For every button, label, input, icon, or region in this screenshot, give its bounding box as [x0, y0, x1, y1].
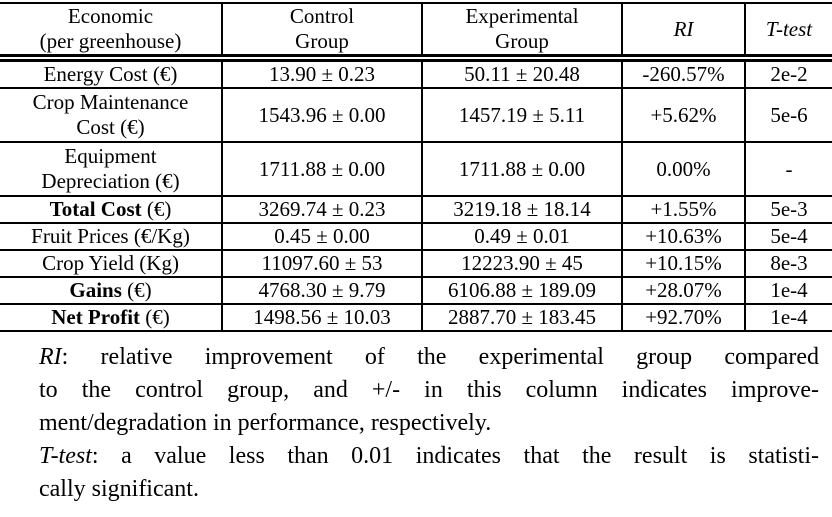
- experimental-value: 50.11 ± 20.48: [421, 57, 623, 89]
- table-footnotes: RI: relative improvement of the experime…: [39, 341, 819, 506]
- ri-label: RI: [673, 16, 694, 41]
- row-label: Crop Maintenance Cost (€): [0, 87, 223, 143]
- experimental-value: 1457.19 ± 5.11: [421, 87, 623, 143]
- col-header-economic: Economic (per greenhouse): [0, 2, 223, 62]
- ri-value: +10.15%: [621, 249, 746, 278]
- ttest-value: 8e-3: [744, 249, 832, 278]
- col-header-economic-line2: (per greenhouse): [39, 29, 182, 53]
- ri-value: +28.07%: [621, 276, 746, 305]
- row-label: Gains (€): [0, 276, 223, 305]
- experimental-value: 6106.88 ± 189.09: [421, 276, 623, 305]
- ttest-value: -: [744, 141, 832, 197]
- economics-table: Economic (per greenhouse) Control Group …: [0, 2, 832, 332]
- ttest-footnote-line2: cally significant.: [39, 476, 199, 502]
- row-label: Energy Cost (€): [0, 57, 223, 89]
- control-value: 11097.60 ± 53: [221, 249, 423, 278]
- ttest-term: T-test: [39, 443, 92, 469]
- control-value: 0.45 ± 0.00: [221, 222, 423, 251]
- control-value: 4768.30 ± 9.79: [221, 276, 423, 305]
- ttest-value: 5e-3: [744, 195, 832, 224]
- col-header-control-line1: Control: [289, 4, 355, 28]
- row-label: Fruit Prices (€/Kg): [0, 222, 223, 251]
- row-label: Crop Yield (Kg): [0, 249, 223, 278]
- ttest-value: 1e-4: [744, 303, 832, 332]
- control-value: 1543.96 ± 0.00: [221, 87, 423, 143]
- ttest-value: 5e-4: [744, 222, 832, 251]
- ttest-value: 2e-2: [744, 57, 832, 89]
- ttest-value: 1e-4: [744, 276, 832, 305]
- col-header-control-group: Control Group: [221, 2, 423, 62]
- table-row-net-profit: Net Profit (€) 1498.56 ± 10.03 2887.70 ±…: [0, 303, 832, 332]
- control-value: 13.90 ± 0.23: [221, 57, 423, 89]
- ri-value: +10.63%: [621, 222, 746, 251]
- ri-value: 0.00%: [621, 141, 746, 197]
- ttest-label: T-test: [765, 16, 813, 41]
- col-header-experimental-line2: Group: [495, 29, 549, 53]
- ttest-value: 5e-6: [744, 87, 832, 143]
- ri-value: +92.70%: [621, 303, 746, 332]
- ri-footnote-line3: ment/degradation in performance, respect…: [39, 410, 492, 436]
- table-row-energy-cost: Energy Cost (€) 13.90 ± 0.23 50.11 ± 20.…: [0, 57, 832, 89]
- control-value: 3269.74 ± 0.23: [221, 195, 423, 224]
- experimental-value: 3219.18 ± 18.14: [421, 195, 623, 224]
- col-header-economic-line1: Economic: [67, 4, 154, 28]
- row-label: Equipment Depreciation (€): [0, 141, 223, 197]
- experimental-value: 2887.70 ± 183.45: [421, 303, 623, 332]
- table-row-total-cost: Total Cost (€) 3269.74 ± 0.23 3219.18 ± …: [0, 195, 832, 224]
- ri-term: RI: [39, 344, 62, 370]
- experimental-value: 1711.88 ± 0.00: [421, 141, 623, 197]
- row-label: Total Cost (€): [0, 195, 223, 224]
- control-value: 1711.88 ± 0.00: [221, 141, 423, 197]
- ttest-footnote-line1: T-test: a value less than 0.01 indicates…: [39, 443, 819, 469]
- ri-value: -260.57%: [621, 57, 746, 89]
- experimental-value: 12223.90 ± 45: [421, 249, 623, 278]
- table-row-crop-maintenance-cost: Crop Maintenance Cost (€) 1543.96 ± 0.00 …: [0, 87, 832, 143]
- ri-footnote-line1: RI: relative improvement of the experime…: [39, 344, 819, 370]
- table-row-crop-yield: Crop Yield (Kg) 11097.60 ± 53 12223.90 ±…: [0, 249, 832, 278]
- control-value: 1498.56 ± 10.03: [221, 303, 423, 332]
- col-header-ttest: T-test: [744, 2, 832, 62]
- header-row: Economic (per greenhouse) Control Group …: [0, 2, 832, 62]
- col-header-ri: RI: [621, 2, 746, 62]
- table-row-equipment-depreciation: Equipment Depreciation (€) 1711.88 ± 0.00…: [0, 141, 832, 197]
- experimental-value: 0.49 ± 0.01: [421, 222, 623, 251]
- col-header-control-line2: Group: [295, 29, 349, 53]
- table-row-gains: Gains (€) 4768.30 ± 9.79 6106.88 ± 189.0…: [0, 276, 832, 305]
- col-header-experimental-group: Experimental Group: [421, 2, 623, 62]
- row-label: Net Profit (€): [0, 303, 223, 332]
- col-header-experimental-line1: Experimental: [465, 4, 579, 28]
- table-row-fruit-prices: Fruit Prices (€/Kg) 0.45 ± 0.00 0.49 ± 0…: [0, 222, 832, 251]
- ri-value: +1.55%: [621, 195, 746, 224]
- ri-footnote-line2: to the control group, and +/- in this co…: [39, 377, 819, 403]
- ri-value: +5.62%: [621, 87, 746, 143]
